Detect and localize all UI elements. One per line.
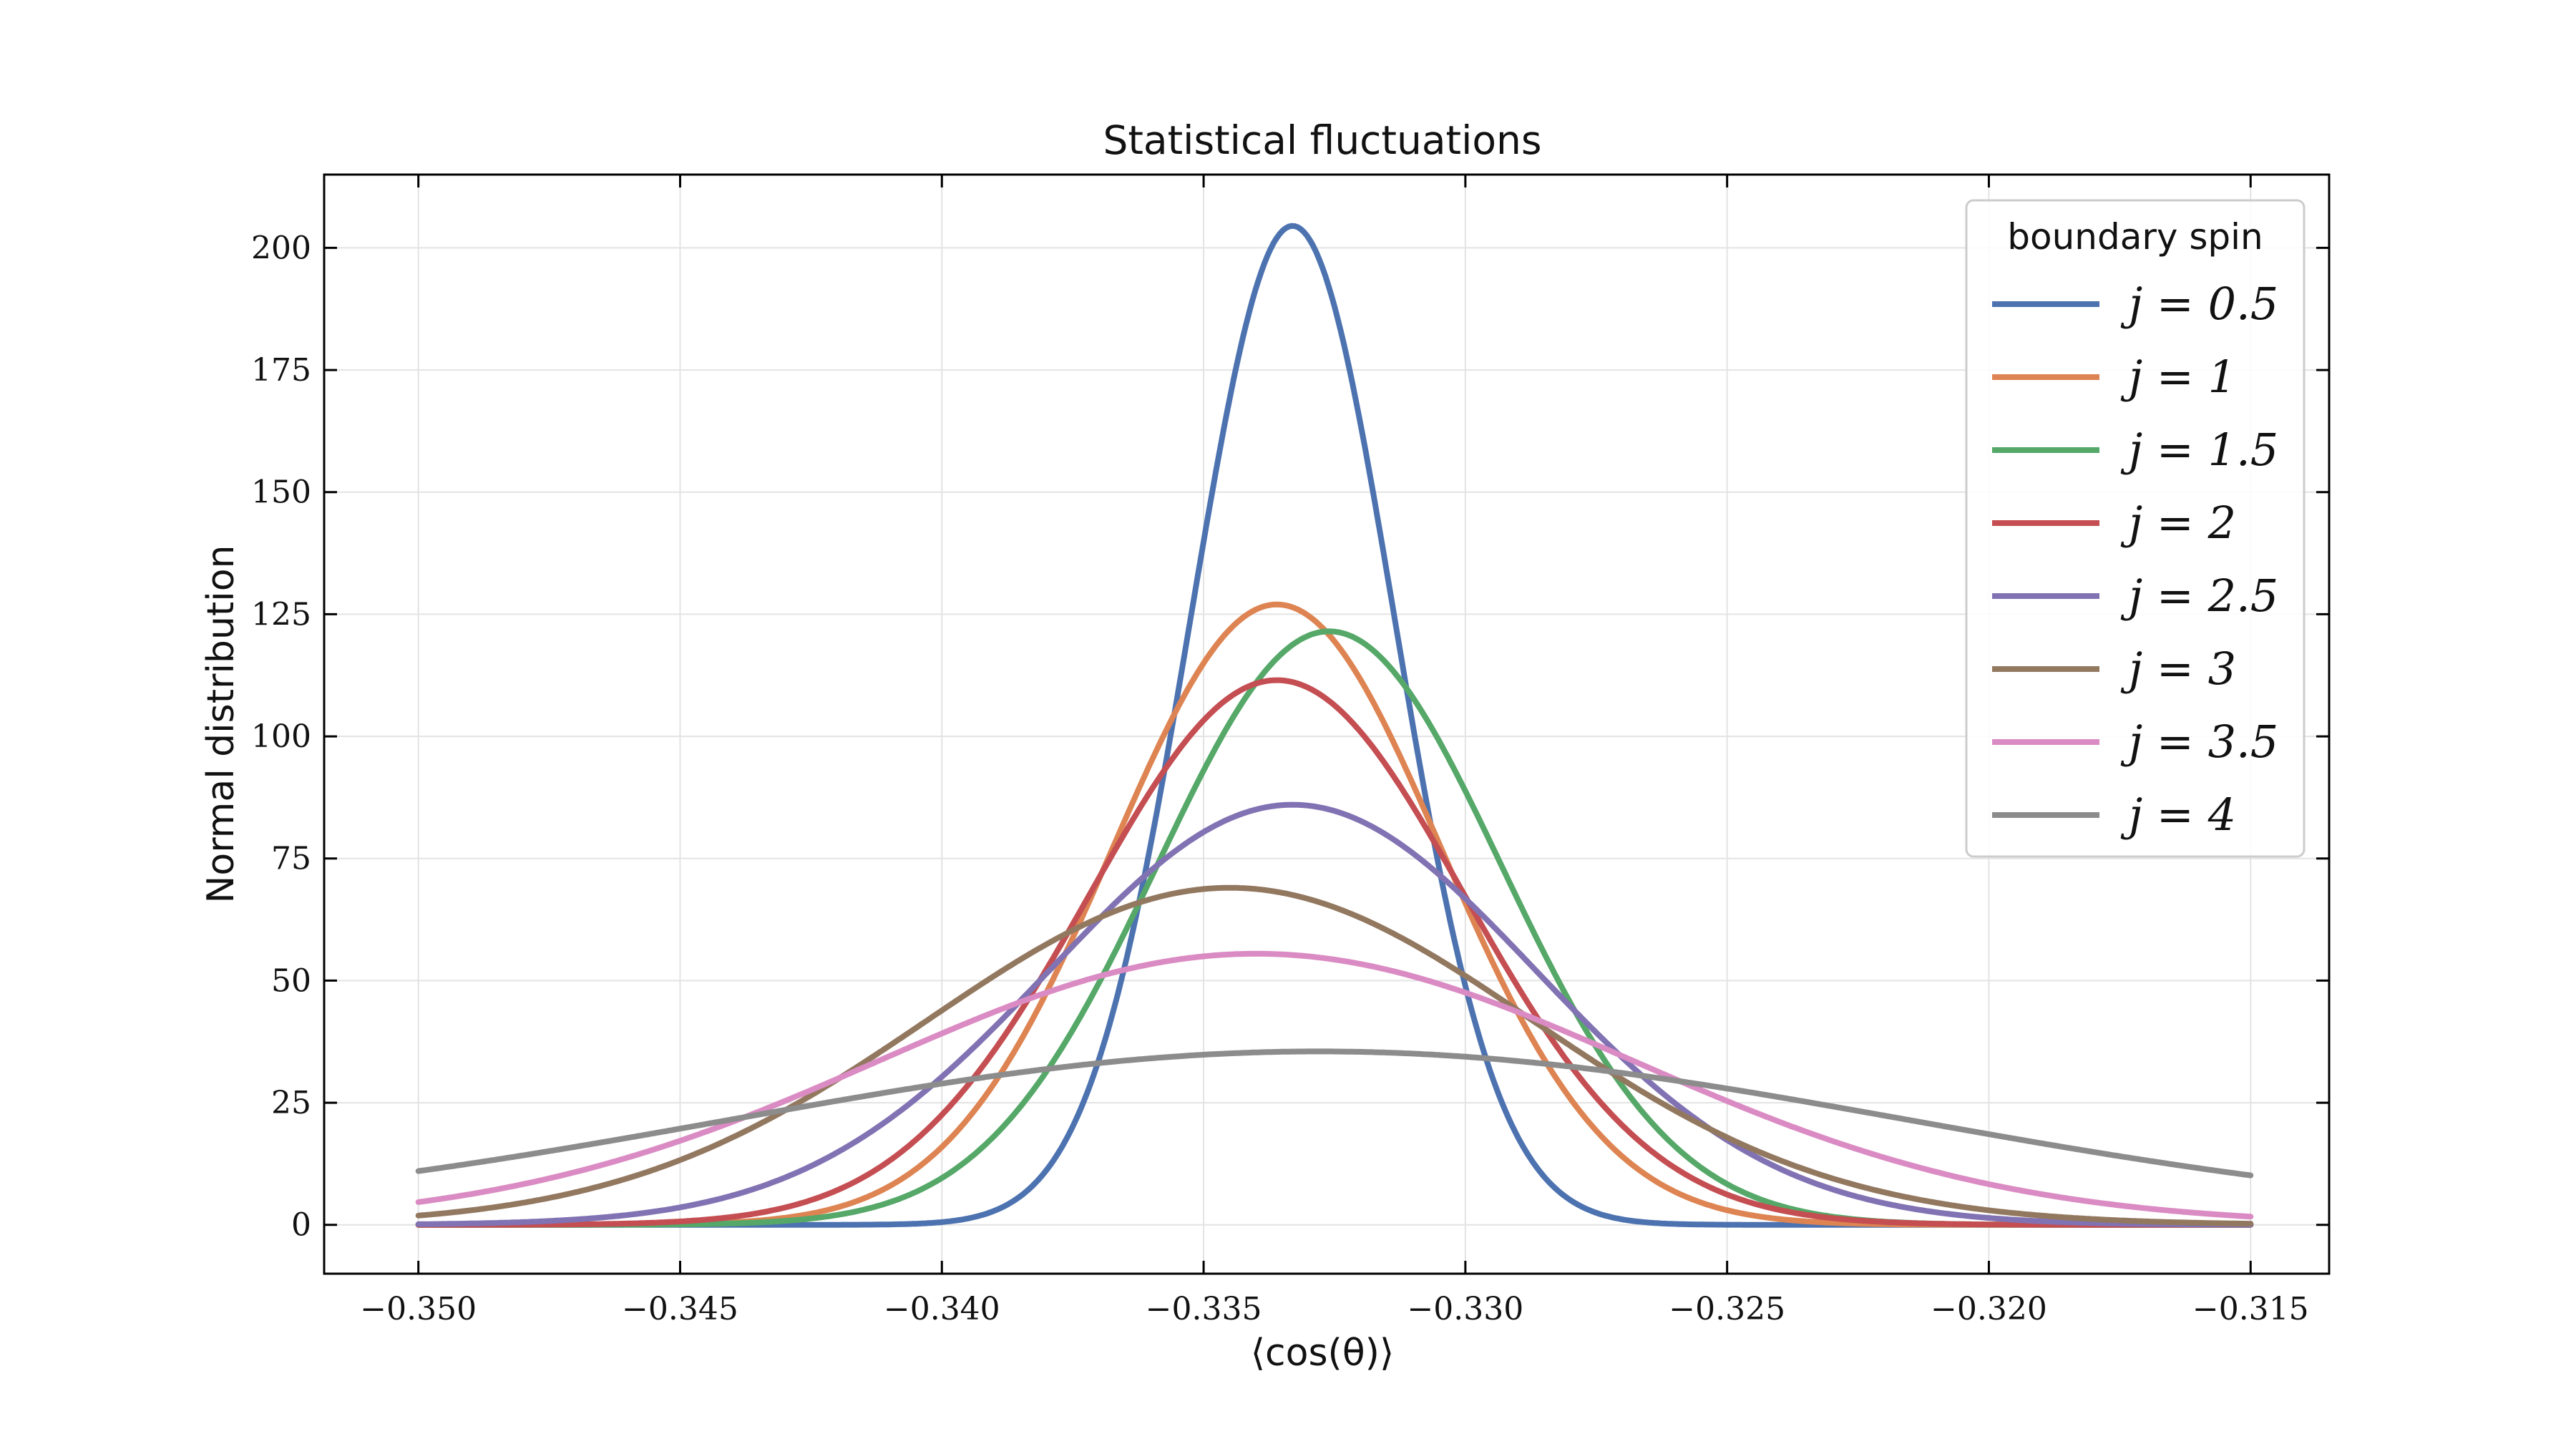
axis-ticks: −0.350 −0.345 −0.340 −0.335 −0.330 −0.325 −0.3… — [251, 175, 2329, 1327]
legend-label-1: j = 1 — [2120, 351, 2236, 403]
y-tick-label-5: 125 — [251, 596, 311, 633]
x-tick-label-6: −0.320 — [1931, 1291, 2047, 1327]
x-tick-label-3: −0.335 — [1146, 1291, 1262, 1327]
legend-label-3: j = 2 — [2120, 497, 2236, 549]
legend-label-0: j = 0.5 — [2120, 278, 2278, 330]
y-axis-label: Normal distribution — [200, 545, 243, 903]
plot-frame — [323, 173, 2331, 1275]
series-lines — [415, 223, 2254, 1228]
x-tick-label-2: −0.340 — [884, 1291, 1000, 1327]
y-tick-label-3: 75 — [271, 841, 311, 877]
x-tick-label-0: −0.350 — [360, 1291, 477, 1327]
y-tick-label-7: 175 — [251, 352, 311, 389]
x-axis-label: ⟨cos(θ)⟩ — [1251, 1332, 1394, 1375]
chart-title: Statistical fluctuations — [1103, 117, 1541, 163]
y-tick-label-2: 50 — [271, 962, 311, 999]
y-tick-label-4: 100 — [251, 718, 311, 755]
x-tick-label-1: −0.345 — [622, 1291, 738, 1327]
legend-box — [1965, 199, 2306, 858]
legend-label-5: j = 3 — [2120, 643, 2236, 695]
series-line-4 — [415, 801, 2254, 1228]
series-line-7 — [415, 1048, 2254, 1179]
y-tick-label-8: 200 — [251, 230, 311, 266]
legend-items: j = 0.5 j = 1 j = 1.5 j = 2 j = 2.5 j = 3 j = … — [1992, 278, 2278, 841]
x-tick-label-5: −0.325 — [1669, 1291, 1785, 1327]
x-tick-label-4: −0.330 — [1407, 1291, 1523, 1327]
series-line-3 — [415, 677, 2254, 1228]
x-tick-label-7: −0.315 — [2192, 1291, 2309, 1327]
legend: boundary spin j = 0.5j = 1j = 1.5j = 2j … — [1965, 199, 2306, 858]
y-tick-label-0: 0 — [291, 1207, 311, 1244]
legend-label-6: j = 3.5 — [2120, 716, 2278, 768]
legend-label-2: j = 1.5 — [2120, 424, 2278, 476]
y-tick-label-6: 150 — [251, 474, 311, 511]
legend-label-7: j = 4 — [2120, 789, 2236, 841]
series-line-6 — [415, 950, 2254, 1220]
legend-label-4: j = 2.5 — [2120, 570, 2278, 622]
legend-title: boundary spin — [2007, 216, 2263, 258]
y-tick-label-1: 25 — [271, 1085, 311, 1121]
series-line-5 — [415, 884, 2254, 1227]
